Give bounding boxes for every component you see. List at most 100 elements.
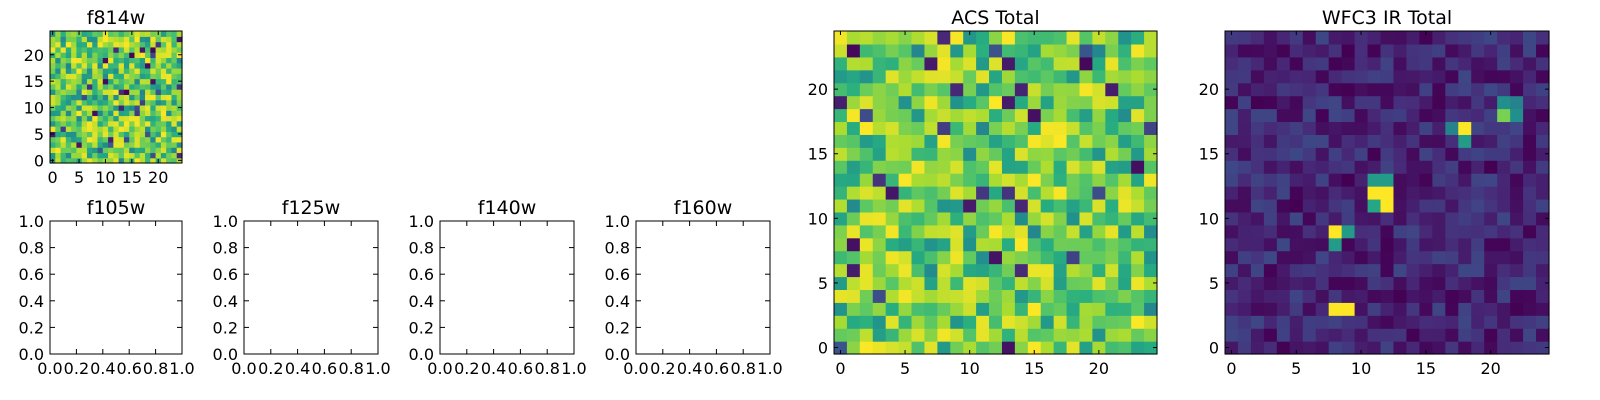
- heatmap-cell: [1510, 302, 1524, 316]
- heatmap-cell: [963, 211, 977, 226]
- heatmap-cell: [963, 134, 977, 148]
- heatmap-cell: [160, 46, 167, 53]
- heatmap-cell: [1237, 147, 1252, 161]
- heatmap-cell: [1001, 82, 1016, 97]
- heatmap-cell: [113, 152, 120, 159]
- heatmap-cell: [1066, 56, 1081, 71]
- heatmap-cell: [1105, 108, 1119, 123]
- heatmap-cell: [950, 328, 964, 342]
- heatmap-cell: [898, 121, 913, 135]
- heatmap-cell: [898, 160, 913, 174]
- heatmap-cell: [1393, 31, 1408, 45]
- heatmap-cell: [1289, 173, 1304, 187]
- heatmap-cell: [1367, 198, 1382, 213]
- heatmap-cell: [65, 36, 72, 43]
- heatmap-cell: [1131, 56, 1145, 71]
- heatmap-cell: [1458, 134, 1472, 148]
- heatmap-cell: [911, 250, 926, 265]
- heatmap-cell: [1225, 237, 1239, 252]
- heatmap-cell: [898, 95, 913, 110]
- heatmap-cell: [65, 83, 72, 90]
- panel-title: f105w: [87, 197, 146, 219]
- y-tick-label: 0.4: [19, 292, 44, 311]
- heatmap-cell: [129, 52, 136, 58]
- heatmap-cell: [123, 31, 130, 37]
- heatmap-cell: [1536, 95, 1550, 110]
- heatmap-cell: [65, 126, 72, 132]
- heatmap-cell: [1066, 211, 1081, 226]
- heatmap-cell: [989, 315, 1003, 329]
- heatmap-cell: [1066, 160, 1081, 174]
- heatmap-cell: [963, 341, 977, 355]
- heatmap-cell: [963, 31, 977, 45]
- heatmap-cell: [145, 104, 151, 111]
- heatmap-cell: [1092, 56, 1106, 71]
- heatmap-cell: [1497, 95, 1511, 110]
- heatmap-cell: [1066, 108, 1081, 123]
- x-tick-label: 1.0: [365, 359, 390, 378]
- heatmap-cell: [145, 31, 151, 37]
- heatmap-cell: [898, 302, 913, 316]
- heatmap-cell: [950, 121, 964, 135]
- heatmap-cell: [1027, 69, 1042, 84]
- heatmap-cell: [1014, 69, 1029, 84]
- heatmap-cell: [65, 78, 72, 85]
- heatmap-cell: [1053, 341, 1068, 355]
- heatmap-cell: [859, 198, 874, 213]
- heatmap-cell: [885, 186, 900, 200]
- heatmap-cell: [1458, 31, 1472, 45]
- heatmap-cell: [1445, 315, 1459, 329]
- heatmap-cell: [1131, 108, 1145, 123]
- heatmap-cell: [1380, 108, 1395, 123]
- heatmap-cell: [1263, 69, 1278, 84]
- heatmap-cell: [1445, 82, 1459, 97]
- heatmap-cell: [1341, 224, 1356, 239]
- heatmap-cell: [1027, 121, 1042, 135]
- heatmap-cell: [1341, 95, 1356, 110]
- heatmap-cell: [885, 328, 900, 342]
- heatmap-cell: [145, 136, 151, 143]
- heatmap-cell: [1276, 198, 1291, 213]
- heatmap-cell: [1497, 31, 1511, 45]
- heatmap-cell: [1092, 263, 1106, 278]
- heatmap-cell: [139, 52, 146, 58]
- heatmap-cell: [1328, 134, 1343, 148]
- heatmap-cell: [1523, 147, 1537, 161]
- heatmap-cell: [1445, 134, 1459, 148]
- heatmap-cell: [1367, 121, 1382, 135]
- heatmap-cell: [92, 46, 99, 53]
- heatmap-cell: [60, 110, 67, 117]
- heatmap-cell: [989, 56, 1003, 71]
- heatmap-cell: [911, 186, 926, 200]
- heatmap-cell: [963, 186, 977, 200]
- heatmap-cell: [97, 152, 104, 159]
- heatmap-cell: [872, 43, 887, 58]
- heatmap-cell: [1040, 263, 1055, 278]
- heatmap-cell: [1237, 173, 1252, 187]
- heatmap-cell: [150, 41, 157, 48]
- heatmap-cell: [924, 108, 938, 123]
- heatmap-cell: [1367, 160, 1382, 174]
- heatmap-cell: [1484, 315, 1498, 329]
- heatmap-cell: [1406, 302, 1420, 316]
- heatmap-cell: [134, 136, 141, 143]
- heatmap-cell: [872, 160, 887, 174]
- heatmap-cell: [1471, 95, 1485, 110]
- heatmap-cell: [1237, 56, 1252, 71]
- heatmap-cell: [1302, 224, 1317, 239]
- heatmap-cell: [1225, 43, 1239, 58]
- y-tick-label: 0.6: [605, 265, 630, 284]
- heatmap-cell: [834, 198, 848, 213]
- heatmap-cell: [1105, 224, 1119, 239]
- heatmap-cell: [834, 82, 848, 97]
- heatmap-cell: [1367, 250, 1382, 265]
- heatmap-cell: [1237, 224, 1252, 239]
- heatmap-cell: [1250, 121, 1265, 135]
- heatmap-cell: [872, 134, 887, 148]
- heatmap-cell: [145, 110, 151, 117]
- heatmap-cell: [166, 73, 173, 80]
- heatmap-cell: [911, 160, 926, 174]
- heatmap-cell: [1079, 328, 1093, 342]
- heatmap-cell: [1118, 198, 1132, 213]
- heatmap-cell: [1237, 263, 1252, 278]
